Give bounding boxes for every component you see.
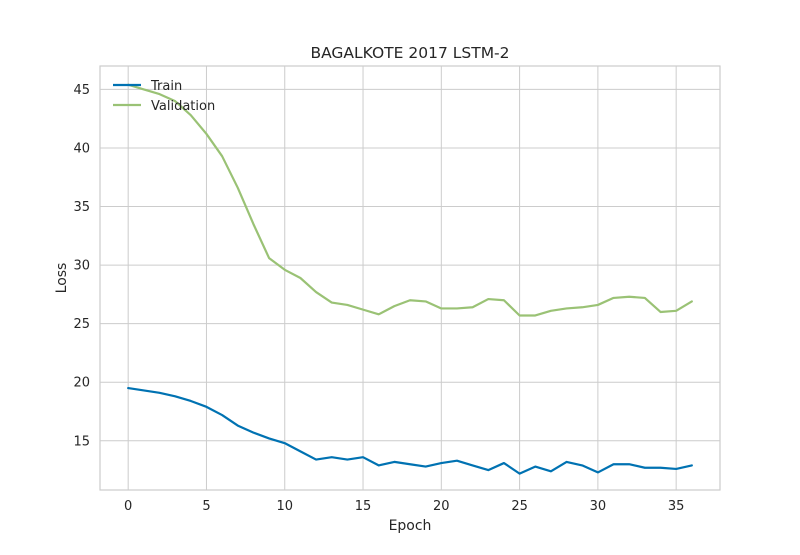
x-tick-label: 20 — [433, 499, 450, 514]
x-tick-label: 25 — [511, 499, 528, 514]
y-tick-label: 25 — [73, 317, 90, 332]
x-tick-label: 0 — [124, 499, 132, 514]
y-tick-label: 30 — [73, 259, 90, 274]
x-tick-label: 30 — [590, 499, 607, 514]
x-tick-label: 15 — [355, 499, 372, 514]
series-line-train — [127, 386, 693, 475]
y-tick-label: 15 — [73, 434, 90, 449]
x-axis-label: Epoch — [389, 518, 432, 534]
x-tick-label: 35 — [668, 499, 685, 514]
y-tick-label: 35 — [73, 200, 90, 215]
x-tick-label: 10 — [276, 499, 293, 514]
y-axis-ticks: 15 20 25 30 35 40 45 — [73, 83, 90, 449]
plot-frame — [99, 65, 721, 491]
series-line-validation — [127, 83, 693, 317]
legend: Train Validation — [113, 79, 215, 114]
x-tick-label: 5 — [202, 499, 210, 514]
legend-label-train: Train — [150, 79, 182, 94]
y-axis-label: Loss — [54, 263, 70, 294]
grid — [100, 66, 720, 490]
y-tick-label: 45 — [73, 83, 90, 98]
series-layer — [127, 83, 693, 475]
legend-label-validation: Validation — [151, 99, 215, 114]
x-axis-ticks: 0 5 10 15 20 25 30 35 — [124, 499, 684, 514]
chart-title: BAGALKOTE 2017 LSTM-2 — [310, 44, 509, 62]
y-tick-label: 40 — [73, 141, 90, 156]
y-tick-label: 20 — [73, 376, 90, 391]
